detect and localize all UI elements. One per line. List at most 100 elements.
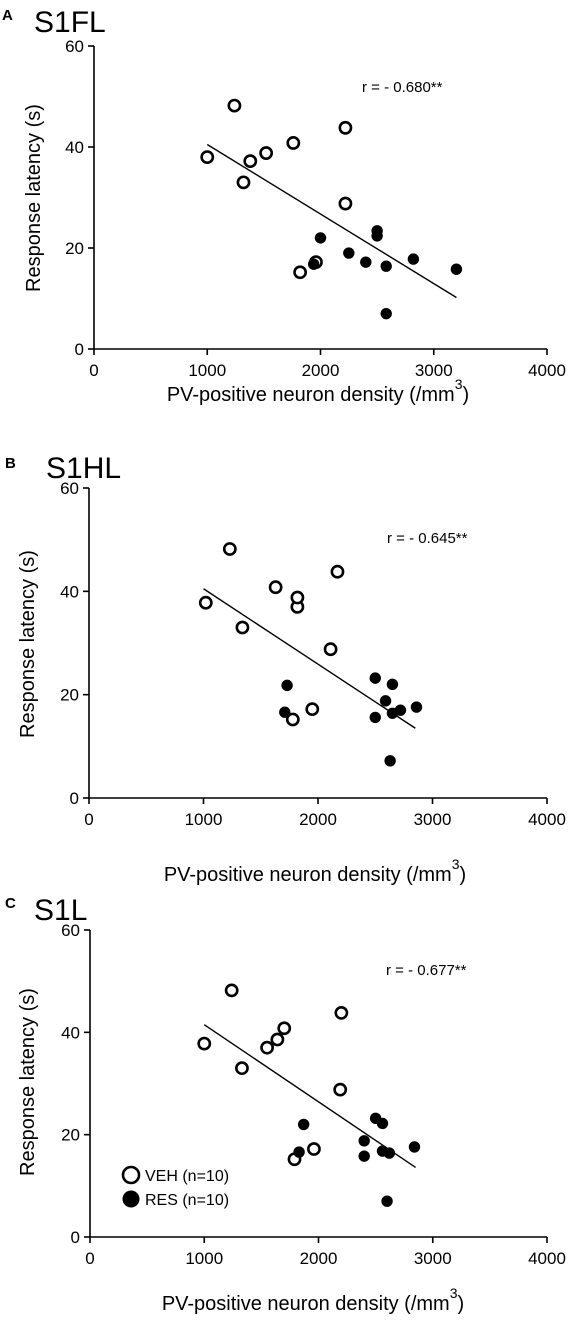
panel-letter: B xyxy=(5,455,16,472)
y-axis-label: Response latency (s) xyxy=(17,550,39,738)
res-point xyxy=(358,1150,370,1162)
panel-title: S1FL xyxy=(34,6,106,39)
panel-a: A S1FL 0 1000 2000 3000 4000 0 20 40 60 Response la… xyxy=(2,6,566,406)
res-point xyxy=(360,256,372,268)
x-tick-label: 0 xyxy=(89,361,98,380)
legend-label: RES (n=10) xyxy=(145,1192,229,1209)
res-point xyxy=(376,1117,389,1130)
veh-point xyxy=(305,702,320,717)
x-axis-label: PV-positive neuron density (/mm3) xyxy=(167,376,469,406)
res-point xyxy=(380,307,392,320)
x-axis-label-superscript: 3 xyxy=(450,1285,458,1301)
veh-point xyxy=(259,146,274,160)
y-tick-label: 20 xyxy=(65,239,84,258)
res-point xyxy=(410,701,423,713)
veh-point xyxy=(197,1036,212,1051)
res-point xyxy=(380,260,392,272)
series-open xyxy=(200,98,353,280)
res-point xyxy=(308,258,320,270)
y-tick-label: 40 xyxy=(61,1023,80,1042)
veh-point xyxy=(243,154,258,169)
series-filled xyxy=(308,225,463,320)
veh-point xyxy=(330,564,345,579)
x-tick-label: 0 xyxy=(84,810,93,829)
veh-point xyxy=(268,580,283,595)
x-tick-label: 2000 xyxy=(300,1249,338,1268)
y-tick-label: 60 xyxy=(61,921,80,940)
veh-point xyxy=(290,590,305,605)
res-point xyxy=(314,232,327,244)
y-axis-label: Response latency (s) xyxy=(23,104,45,292)
regression-line xyxy=(203,1024,417,1168)
veh-point xyxy=(286,136,301,150)
x-tick-label: 1000 xyxy=(188,361,226,380)
veh-point xyxy=(222,542,237,556)
correlation-annotation: r = - 0.677** xyxy=(386,962,467,979)
x-tick-label: 1000 xyxy=(185,1249,223,1268)
x-tick-label: 3000 xyxy=(414,810,452,829)
x-tick-label: 3000 xyxy=(414,1249,452,1268)
y-tick-label: 60 xyxy=(65,37,84,56)
res-point xyxy=(407,253,420,265)
veh-point xyxy=(293,265,308,280)
x-tick-label: 4000 xyxy=(528,1249,566,1268)
res-point xyxy=(281,679,293,692)
veh-point xyxy=(227,98,242,113)
veh-point xyxy=(277,1021,292,1036)
res-point xyxy=(369,672,381,684)
x-tick-label: 2000 xyxy=(302,361,340,380)
res-point xyxy=(386,678,399,691)
veh-point xyxy=(338,120,353,135)
y-axis-label: Response latency (s) xyxy=(17,988,39,1176)
x-tick-label: 4000 xyxy=(528,810,566,829)
correlation-annotation: r = - 0.645** xyxy=(387,530,468,547)
res-point xyxy=(450,263,463,275)
panel-c: C S1L 0 1000 2000 3000 4000 0 20 40 60 Response lat… xyxy=(5,894,566,1315)
y-tick-label: 20 xyxy=(61,1126,80,1145)
y-tick-label: 40 xyxy=(65,138,84,157)
res-point xyxy=(384,755,396,767)
res-point xyxy=(371,225,383,237)
regression-line xyxy=(203,588,416,729)
y-tick-label: 0 xyxy=(75,340,84,359)
panel-b: B S1HL 0 1000 2000 3000 4000 0 20 40 60 Response la… xyxy=(5,452,566,886)
x-axis-label-superscript: 3 xyxy=(452,856,460,872)
series-filled xyxy=(279,672,423,767)
res-point xyxy=(279,706,291,718)
veh-point xyxy=(224,983,239,998)
x-tick-label: 1000 xyxy=(185,810,223,829)
y-tick-label: 0 xyxy=(70,789,79,808)
res-point xyxy=(408,1141,421,1153)
panel-letter: A xyxy=(2,7,13,24)
res-point xyxy=(343,247,355,259)
veh-point xyxy=(198,595,213,610)
legend: VEH (n=10) RES (n=10) xyxy=(121,1165,229,1209)
res-point xyxy=(379,695,392,707)
series-open xyxy=(197,983,349,1167)
x-tick-label: 3000 xyxy=(415,361,453,380)
y-tick-label: 0 xyxy=(71,1228,80,1247)
res-point xyxy=(369,711,381,724)
panel-letter: C xyxy=(5,895,16,912)
res-point xyxy=(297,1118,310,1131)
res-point xyxy=(383,1147,396,1159)
veh-point xyxy=(260,1040,274,1055)
legend-marker-open xyxy=(121,1165,141,1185)
legend-marker-filled xyxy=(122,1190,140,1208)
series-open xyxy=(198,542,345,727)
veh-point xyxy=(285,712,300,727)
x-tick-label: 4000 xyxy=(528,361,566,380)
veh-point xyxy=(270,1032,285,1047)
res-point xyxy=(293,1146,305,1158)
veh-point xyxy=(307,1142,321,1156)
veh-point xyxy=(333,1082,348,1097)
correlation-annotation: r = - 0.680** xyxy=(362,79,443,96)
legend-label: VEH (n=10) xyxy=(145,1168,229,1185)
x-tick-label: 0 xyxy=(85,1249,94,1268)
y-tick-label: 60 xyxy=(60,479,79,498)
veh-point xyxy=(235,620,250,635)
veh-point xyxy=(334,1005,349,1020)
panel-title: S1L xyxy=(34,894,87,927)
x-axis-label: PV-positive neuron density (/mm3) xyxy=(162,1285,464,1315)
